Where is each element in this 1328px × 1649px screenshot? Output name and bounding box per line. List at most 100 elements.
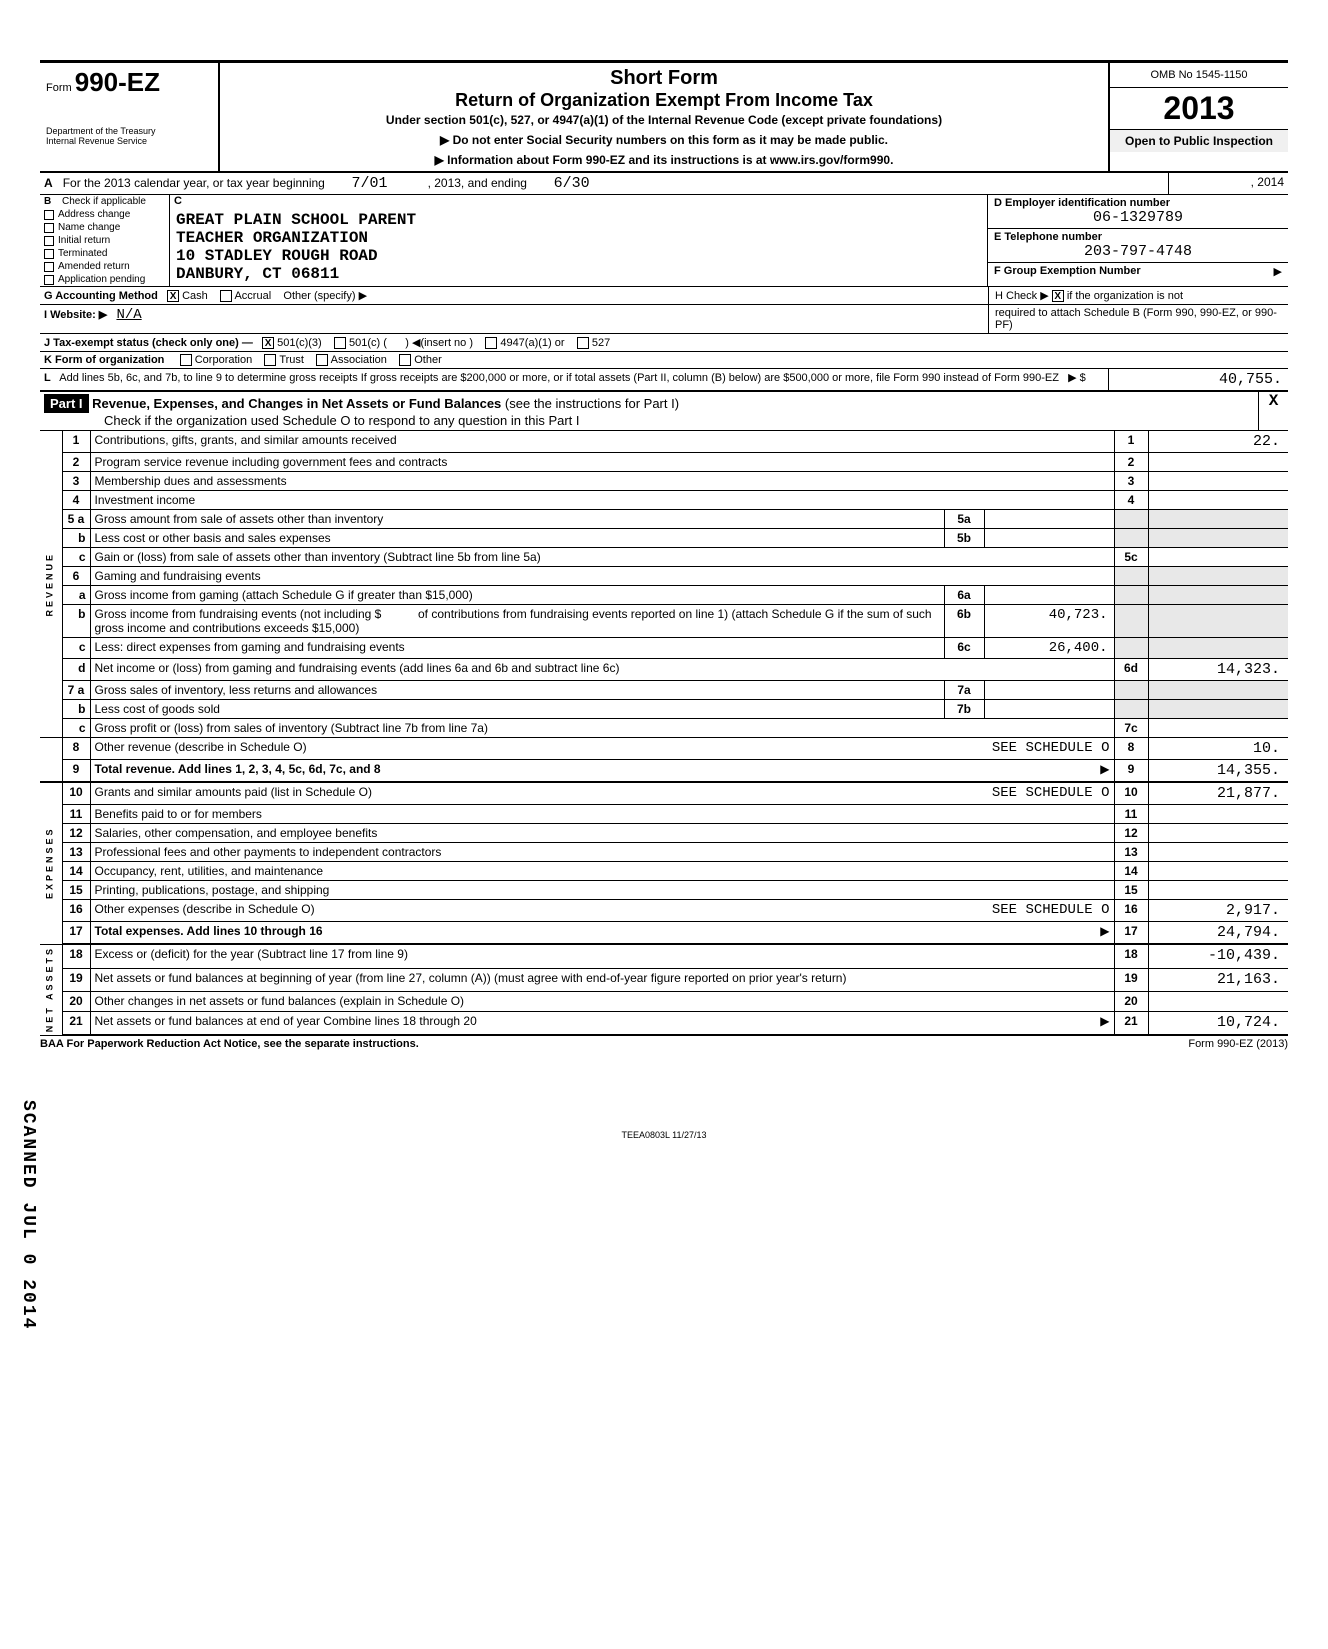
l7c-desc: Gross profit or (loss) from sales of inv… xyxy=(90,719,1114,738)
line-4: 4 Investment income 4 xyxy=(40,491,1288,510)
chk-association[interactable] xyxy=(316,354,328,366)
chk-501c[interactable] xyxy=(334,337,346,349)
l7a-shade xyxy=(1114,681,1148,700)
l17-val: 24,794. xyxy=(1148,922,1288,945)
l6a-desc: Gross income from gaming (attach Schedul… xyxy=(90,586,944,605)
row-a-label: For the 2013 calendar year, or tax year … xyxy=(63,176,325,190)
l11-desc: Benefits paid to or for members xyxy=(90,805,1114,824)
l16-num: 16 xyxy=(62,900,90,922)
col-b-heading: Check if applicable xyxy=(62,196,146,207)
line-15: 15 Printing, publications, postage, and … xyxy=(40,881,1288,900)
l6d-val: 14,323. xyxy=(1148,659,1288,681)
chk-application-pending[interactable] xyxy=(44,275,54,285)
l5b-shade xyxy=(1114,529,1148,548)
l5a-box: 5a xyxy=(944,510,984,529)
row-l: L Add lines 5b, 6c, and 7b, to line 9 to… xyxy=(40,369,1288,392)
form-number-value: 990-EZ xyxy=(75,67,160,97)
line-6: 6 Gaming and fundraising events xyxy=(40,567,1288,586)
g-label: G Accounting Method xyxy=(44,290,158,302)
chk-amended[interactable] xyxy=(44,262,54,272)
part1-label: Part I xyxy=(44,394,89,413)
l4-num: 4 xyxy=(62,491,90,510)
l6c-box: 6c xyxy=(944,638,984,659)
chk-schedule-b[interactable]: X xyxy=(1052,290,1064,302)
l10-desc-cell: Grants and similar amounts paid (list in… xyxy=(90,782,1114,805)
l8-val: 10. xyxy=(1148,738,1288,760)
period-end: 6/30 xyxy=(554,175,590,192)
l5a-num: 5 a xyxy=(62,510,90,529)
l14-val xyxy=(1148,862,1288,881)
row-a-text: A For the 2013 calendar year, or tax yea… xyxy=(40,173,1168,194)
chk-501c3[interactable]: X xyxy=(262,337,274,349)
form-990ez: Form 990-EZ Department of the Treasury I… xyxy=(40,60,1288,1050)
org-name-1: GREAT PLAIN SCHOOL PARENT xyxy=(176,211,981,229)
cell-e: E Telephone number 203-797-4748 xyxy=(988,229,1288,263)
l7b-shade2 xyxy=(1148,700,1288,719)
l6-num: 6 xyxy=(62,567,90,586)
l-label: L xyxy=(44,372,51,384)
l8-desc: Other revenue (describe in Schedule O) xyxy=(95,740,307,754)
chk-4947[interactable] xyxy=(485,337,497,349)
row-h: H Check ▶ X if the organization is not xyxy=(988,287,1288,304)
chk-cash[interactable]: X xyxy=(167,290,179,302)
l6a-box: 6a xyxy=(944,586,984,605)
chk-other-org[interactable] xyxy=(399,354,411,366)
lbl-trust: Trust xyxy=(279,354,304,366)
line-5a: 5 a Gross amount from sale of assets oth… xyxy=(40,510,1288,529)
l7a-desc: Gross sales of inventory, less returns a… xyxy=(90,681,944,700)
e-label: E Telephone number xyxy=(994,231,1102,243)
dept-irs: Internal Revenue Service xyxy=(46,136,212,146)
l6b-desc1: Gross income from fundraising events (no… xyxy=(95,607,382,621)
footer-code: TEEA0803L 11/27/13 xyxy=(40,1130,1288,1140)
chk-527[interactable] xyxy=(577,337,589,349)
chk-corporation[interactable] xyxy=(180,354,192,366)
l17-arrow: ▶ xyxy=(1100,924,1109,938)
l18-val: -10,439. xyxy=(1148,944,1288,968)
line-21: 21 Net assets or fund balances at end of… xyxy=(40,1012,1288,1036)
l1-num: 1 xyxy=(62,431,90,453)
l2-box: 2 xyxy=(1114,453,1148,472)
line-6a: a Gross income from gaming (attach Sched… xyxy=(40,586,1288,605)
lbl-4947: 4947(a)(1) or xyxy=(500,337,564,349)
row-g: G Accounting Method X Cash Accrual Other… xyxy=(40,287,988,304)
l12-desc: Salaries, other compensation, and employ… xyxy=(90,824,1114,843)
header-row: Form 990-EZ Department of the Treasury I… xyxy=(40,63,1288,173)
scanned-stamp: SCANNED JUL 0 2014 xyxy=(18,1100,38,1330)
chk-initial-return[interactable] xyxy=(44,236,54,246)
l5a-val xyxy=(984,510,1114,529)
l6b-num: b xyxy=(62,605,90,638)
line-18: NET ASSETS 18 Excess or (deficit) for th… xyxy=(40,944,1288,968)
l10-val: 21,877. xyxy=(1148,782,1288,805)
chk-terminated[interactable] xyxy=(44,249,54,259)
l6c-desc: Less: direct expenses from gaming and fu… xyxy=(90,638,944,659)
omb-number: OMB No 1545-1150 xyxy=(1110,63,1288,88)
f-label: F Group Exemption Number xyxy=(994,265,1141,277)
lbl-527: 527 xyxy=(592,337,610,349)
side-blank1 xyxy=(40,738,62,783)
line-5c: c Gain or (loss) from sale of assets oth… xyxy=(40,548,1288,567)
l6b-desc: Gross income from fundraising events (no… xyxy=(90,605,944,638)
lbl-other-org: Other xyxy=(414,354,442,366)
chk-trust[interactable] xyxy=(264,354,276,366)
form-label: Form xyxy=(46,82,72,94)
col-def: D Employer identification number 06-1329… xyxy=(988,195,1288,286)
lbl-501c-insert: ) ◀(insert no ) xyxy=(405,337,473,349)
l4-box: 4 xyxy=(1114,491,1148,510)
l2-val xyxy=(1148,453,1288,472)
part1-title: Revenue, Expenses, and Changes in Net As… xyxy=(92,396,501,411)
l2-desc: Program service revenue including govern… xyxy=(90,453,1114,472)
chk-accrual[interactable] xyxy=(220,290,232,302)
l10-box: 10 xyxy=(1114,782,1148,805)
chk-address-change[interactable] xyxy=(44,210,54,220)
lbl-other-method: Other (specify) ▶ xyxy=(283,290,367,302)
l-arrow: ▶ $ xyxy=(1068,372,1086,384)
l9-val: 14,355. xyxy=(1148,760,1288,783)
k-label: K Form of organization xyxy=(44,354,164,366)
l7b-desc: Less cost of goods sold xyxy=(90,700,944,719)
row-k: K Form of organization Corporation Trust… xyxy=(40,352,1288,369)
lbl-terminated: Terminated xyxy=(58,248,107,259)
line-3: 3 Membership dues and assessments 3 xyxy=(40,472,1288,491)
period-end-year: , 2014 xyxy=(1168,173,1288,194)
chk-name-change[interactable] xyxy=(44,223,54,233)
l18-box: 18 xyxy=(1114,944,1148,968)
